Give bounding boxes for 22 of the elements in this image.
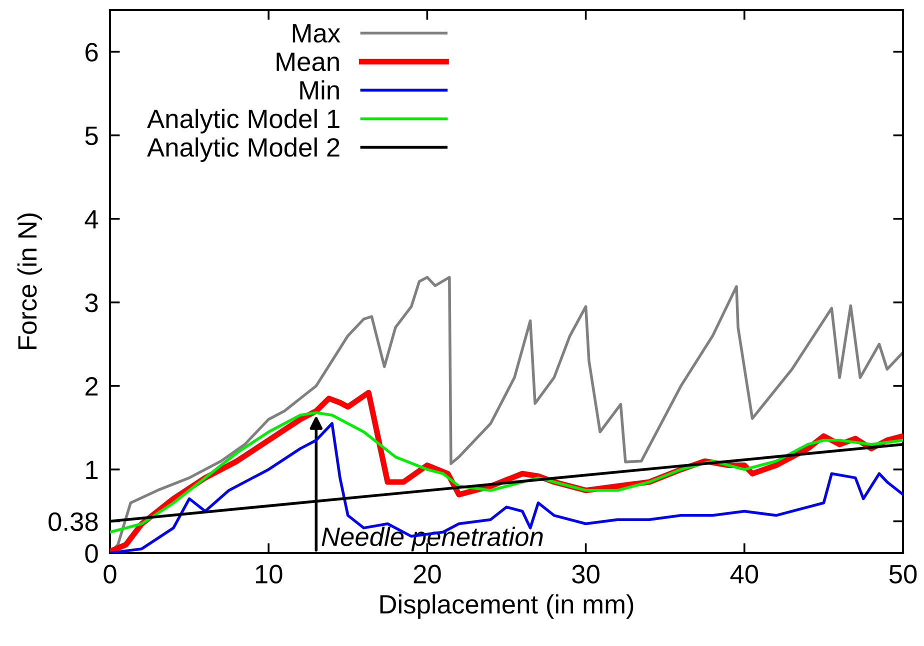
annotation: Needle penetration — [322, 526, 543, 552]
x-tick-label: 10 — [256, 564, 282, 584]
y-tick-label: 0 — [85, 544, 98, 563]
y-tick-label: 1 — [86, 460, 98, 480]
x-tick-label: 50 — [889, 564, 917, 584]
y-tick-label: 4 — [84, 210, 98, 228]
y-axis-title: Force (in N) — [17, 213, 42, 349]
legend-label: Min — [300, 80, 339, 100]
x-axis-title: Displacement (in mm) — [380, 594, 634, 619]
y-tick-label: 2 — [86, 377, 98, 396]
x-tick-label: 40 — [730, 564, 758, 584]
legend-label: Max — [292, 24, 340, 43]
x-tick-label: 30 — [572, 564, 600, 584]
y-tick-label: 6 — [86, 42, 98, 62]
y-tick-label: 0.38 — [48, 512, 98, 532]
y-tick-label: 5 — [85, 126, 98, 146]
legend-label: Mean — [276, 52, 339, 72]
y-tick-label: 3 — [85, 294, 98, 312]
legend-label: Analytic Model 1 — [147, 108, 340, 134]
x-tick-label: 20 — [414, 564, 441, 584]
x-tick-label: 0 — [104, 564, 116, 584]
legend-label: Analytic Model 2 — [147, 137, 340, 162]
